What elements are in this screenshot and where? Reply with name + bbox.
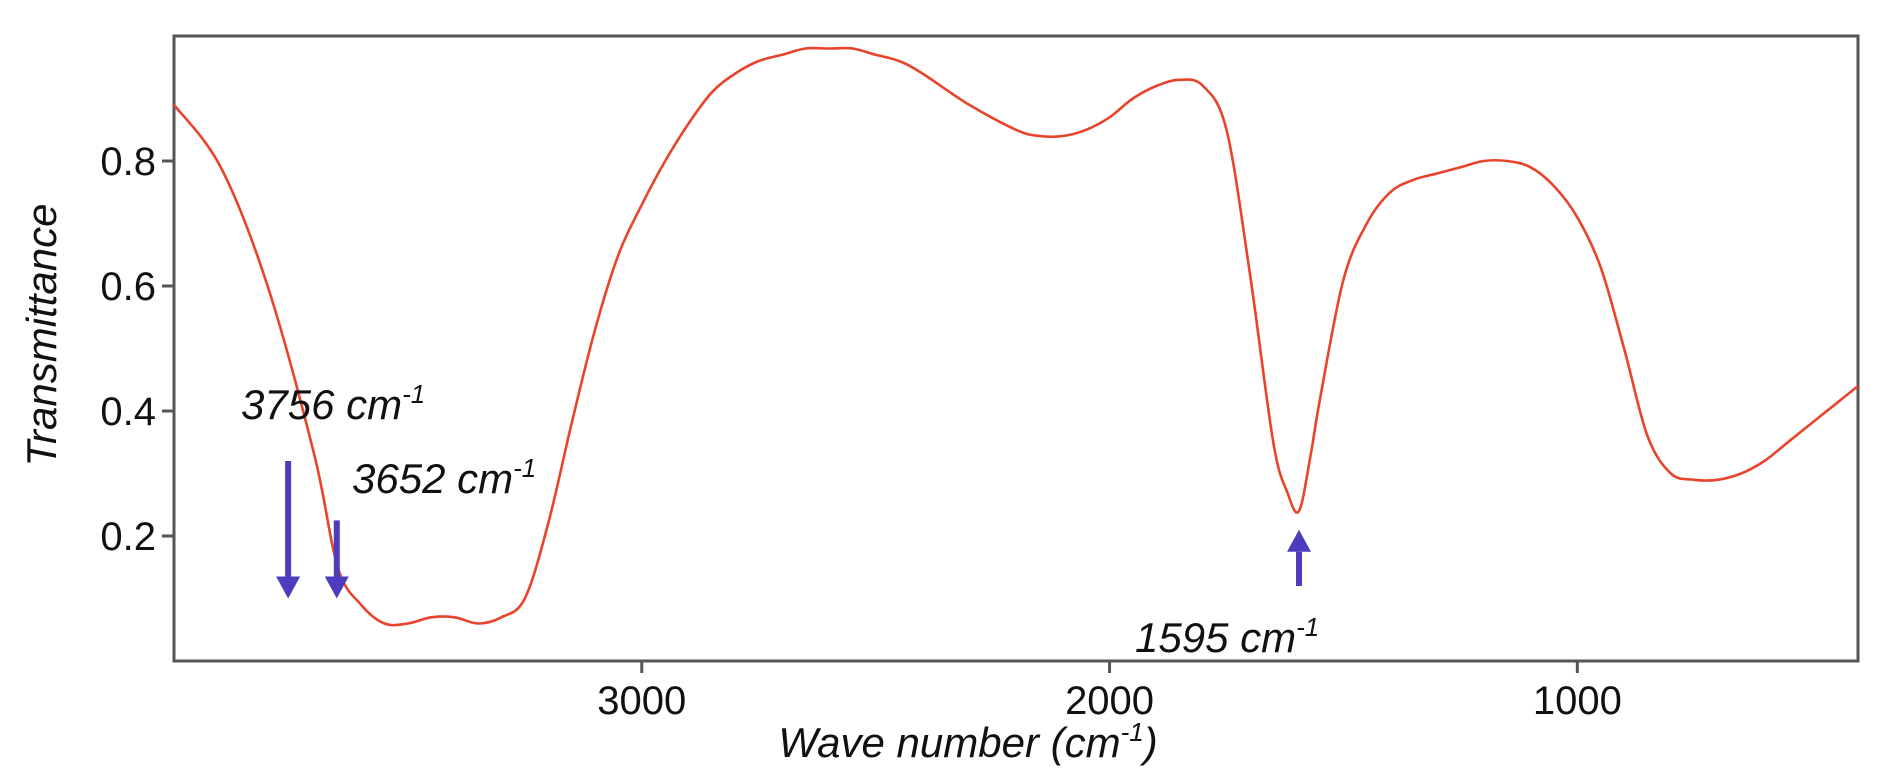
y-tick-label: 0.2 (100, 515, 156, 559)
annotation-3652: 3652 cm-1 (352, 453, 536, 502)
y-tick-label: 0.6 (100, 265, 156, 309)
peak-arrows (276, 461, 1312, 599)
peak-arrow-head (1287, 529, 1312, 552)
x-tick-label: 1000 (1533, 679, 1622, 723)
annotation-1595: 1595 cm-1 (1135, 612, 1319, 661)
transmittance-series-line (172, 46, 1859, 627)
y-axis-title: Transmittance (18, 204, 65, 467)
x-tick-label: 3000 (597, 679, 686, 723)
y-axis-ticks: 0.2 0.4 0.6 0.8 (100, 140, 174, 559)
annotation-3756: 3756 cm-1 (241, 379, 425, 428)
x-axis-ticks: 3000 2000 1000 (597, 661, 1622, 723)
y-tick-label: 0.8 (100, 140, 156, 184)
plot-frame (172, 34, 1860, 663)
x-tick-label: 2000 (1065, 679, 1154, 723)
x-axis-title: Wave number (cm-1) (778, 717, 1157, 766)
peak-arrow-head (324, 576, 349, 599)
y-tick-label: 0.4 (100, 390, 156, 434)
peak-arrow-head (276, 576, 301, 599)
